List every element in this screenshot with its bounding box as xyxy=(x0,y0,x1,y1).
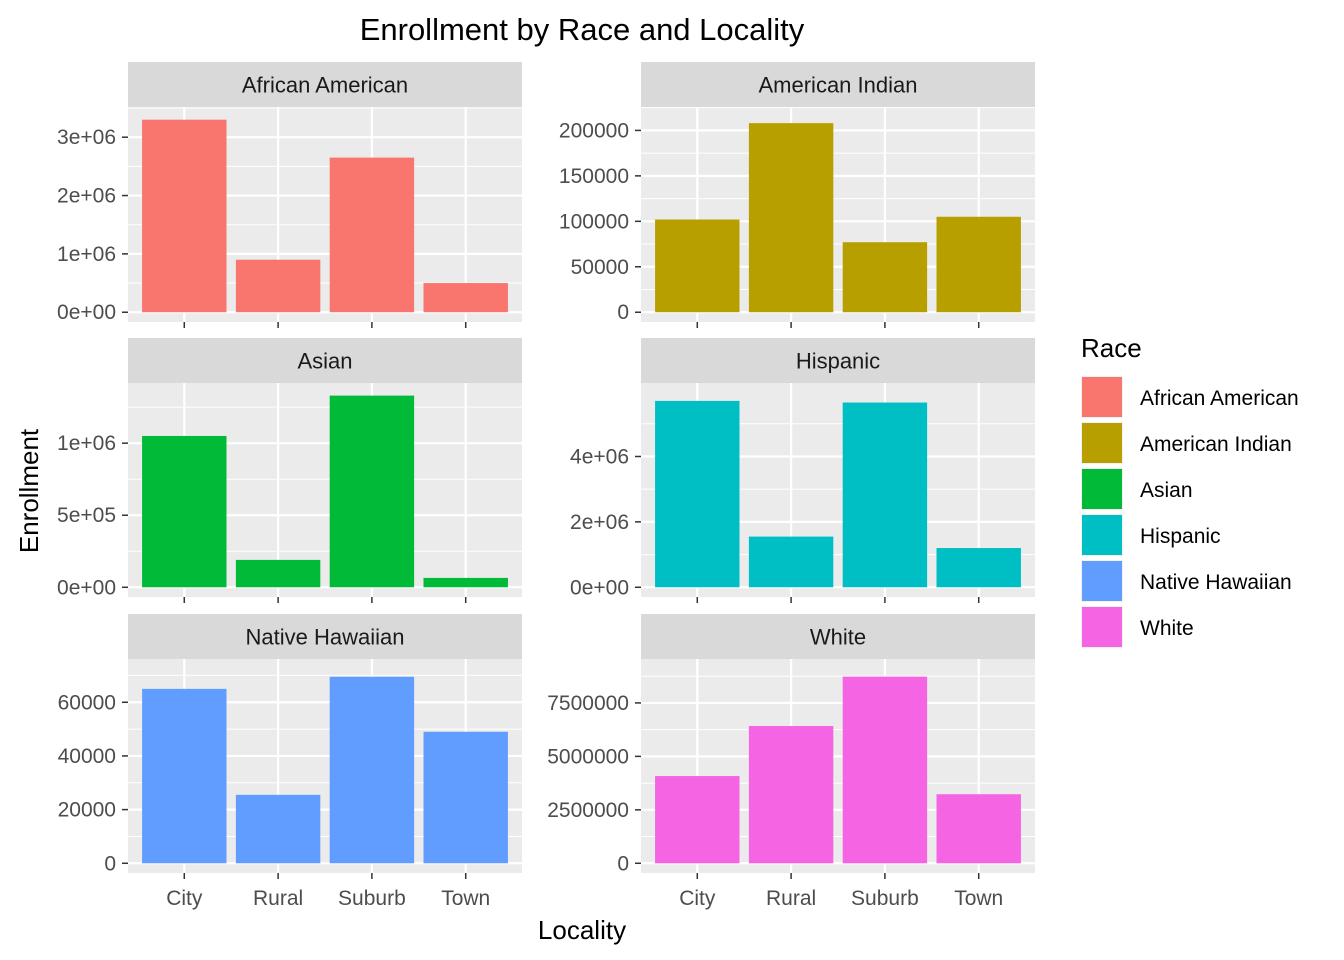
bar-native-hawaiian-town xyxy=(423,731,508,864)
bar-american-indian-town xyxy=(936,216,1021,313)
y-tick-label: 4e+06 xyxy=(570,445,629,468)
y-tick-label: 7500000 xyxy=(547,692,629,715)
bar-hispanic-town xyxy=(936,548,1021,588)
y-tick-label: 200000 xyxy=(559,119,629,142)
y-tick-label: 2500000 xyxy=(547,799,629,822)
strip-label-african-american: African American xyxy=(242,73,408,98)
bar-asian-suburb xyxy=(329,395,415,588)
y-tick-label: 0e+00 xyxy=(570,576,629,599)
x-tick-label-suburb: Suburb xyxy=(338,887,406,910)
strip-label-hispanic: Hispanic xyxy=(796,349,880,374)
strip-label-american-indian: American Indian xyxy=(759,73,918,98)
y-tick-label: 0 xyxy=(617,852,629,875)
y-tick-label: 40000 xyxy=(58,745,116,768)
y-tick-label: 0 xyxy=(617,301,629,324)
panel-native-hawaiian: Native Hawaiian 0 20000 40000 60000 City Rural… xyxy=(58,614,522,910)
legend-label-asian: Asian xyxy=(1140,479,1193,502)
legend-swatch-asian xyxy=(1082,469,1122,509)
strip-american-indian xyxy=(641,62,1035,107)
y-tick-label: 1e+06 xyxy=(57,243,116,266)
bar-hispanic-city xyxy=(655,400,740,588)
panel-american-indian: American Indian 0 50000 100000 150000 200000 xyxy=(559,62,1035,328)
strip-white xyxy=(641,614,1035,659)
y-tick-label: 60000 xyxy=(58,691,116,714)
legend-label-hispanic: Hispanic xyxy=(1140,525,1221,548)
y-tick-label: 5e+05 xyxy=(57,504,116,527)
x-tick-label-town: Town xyxy=(441,887,490,910)
strip-asian xyxy=(128,338,522,383)
legend-label-white: White xyxy=(1140,617,1194,640)
bar-native-hawaiian-rural xyxy=(235,794,321,864)
legend-swatch-african-american xyxy=(1082,377,1122,417)
legend-label-american-indian: American Indian xyxy=(1140,433,1292,456)
strip-label-native-hawaiian: Native Hawaiian xyxy=(246,625,405,650)
bar-native-hawaiian-suburb xyxy=(329,676,415,864)
bar-white-rural xyxy=(748,726,834,864)
chart-title: Enrollment by Race and Locality xyxy=(360,12,805,47)
bar-african-american-city xyxy=(142,119,227,313)
bar-native-hawaiian-city xyxy=(142,688,227,864)
y-tick-label: 2e+06 xyxy=(570,511,629,534)
x-tick-label-rural: Rural xyxy=(766,887,816,910)
legend-swatch-native-hawaiian xyxy=(1082,561,1122,601)
legend: Race African American American Indian Asia… xyxy=(1081,333,1299,648)
legend-swatch-american-indian xyxy=(1082,423,1122,463)
y-tick-label: 1e+06 xyxy=(57,432,116,455)
y-tick-label: 150000 xyxy=(559,165,629,188)
x-tick-label-town: Town xyxy=(954,887,1003,910)
bar-african-american-rural xyxy=(235,259,321,313)
x-tick-label-city: City xyxy=(679,887,716,910)
bar-white-town xyxy=(936,794,1021,864)
y-tick-label: 100000 xyxy=(559,210,629,233)
y-tick-label: 0e+00 xyxy=(57,576,116,599)
x-axis-title: Locality xyxy=(538,915,626,945)
bar-white-suburb xyxy=(842,676,928,864)
y-tick-label: 0e+00 xyxy=(57,301,116,324)
bar-african-american-suburb xyxy=(329,157,415,313)
bar-asian-rural xyxy=(235,559,321,588)
y-tick-label: 50000 xyxy=(571,256,629,279)
y-axis-title: Enrollment xyxy=(14,428,44,553)
bar-asian-city xyxy=(142,435,227,588)
strip-label-white: White xyxy=(810,625,866,650)
strip-hispanic xyxy=(641,338,1035,383)
panel-hispanic: Hispanic 0e+00 2e+06 4e+06 xyxy=(570,338,1035,603)
bar-asian-town xyxy=(423,577,508,588)
facet-panels: African American 0e+00 1e+06 2e+06 3e+06 Amer… xyxy=(57,62,1035,910)
y-tick-label: 3e+06 xyxy=(57,126,116,149)
x-tick-label-city: City xyxy=(166,887,203,910)
x-tick-label-rural: Rural xyxy=(253,887,303,910)
bar-hispanic-suburb xyxy=(842,402,928,588)
y-tick-label: 2e+06 xyxy=(57,185,116,208)
bar-american-indian-rural xyxy=(748,123,834,313)
legend-swatch-hispanic xyxy=(1082,515,1122,555)
strip-native-hawaiian xyxy=(128,614,522,659)
bar-white-city xyxy=(655,776,740,864)
y-tick-label: 5000000 xyxy=(547,745,629,768)
bar-american-indian-suburb xyxy=(842,242,928,313)
strip-label-asian: Asian xyxy=(297,349,352,374)
x-tick-label-suburb: Suburb xyxy=(851,887,919,910)
bar-hispanic-rural xyxy=(748,536,834,588)
y-tick-label: 20000 xyxy=(58,799,116,822)
bar-african-american-town xyxy=(423,283,508,313)
panel-asian: Asian 0e+00 5e+05 1e+06 xyxy=(57,338,522,603)
panel-african-american: African American 0e+00 1e+06 2e+06 3e+06 xyxy=(57,62,522,328)
strip-african-american xyxy=(128,62,522,107)
panel-white: White 0 2500000 5000000 7500000 City Rural Subu… xyxy=(547,614,1035,910)
legend-label-native-hawaiian: Native Hawaiian xyxy=(1140,571,1292,594)
legend-label-african-american: African American xyxy=(1140,387,1299,410)
legend-swatch-white xyxy=(1082,607,1122,647)
legend-title: Race xyxy=(1081,333,1142,363)
bar-american-indian-city xyxy=(655,219,740,313)
y-tick-label: 0 xyxy=(104,852,116,875)
